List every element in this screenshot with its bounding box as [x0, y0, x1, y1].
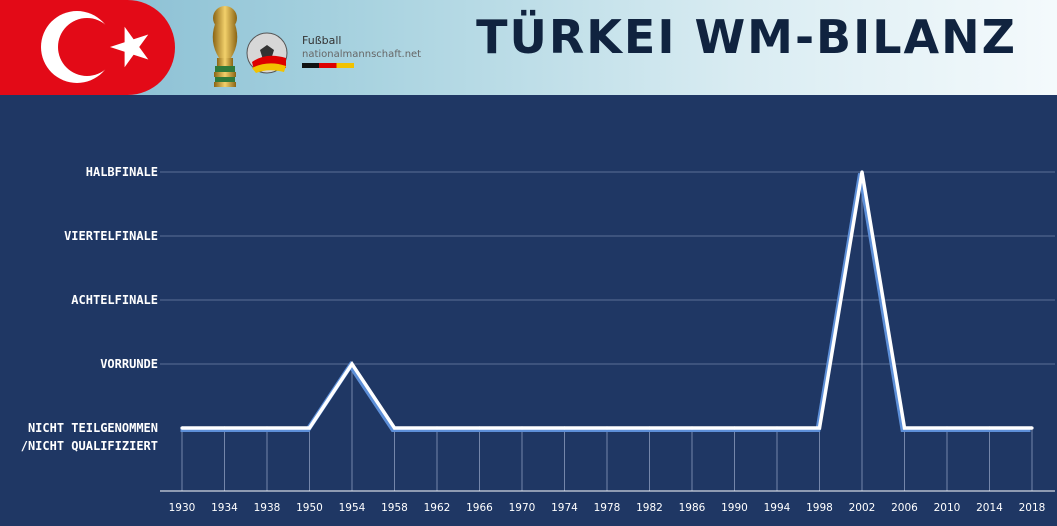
x-tick-label: 1938	[254, 502, 281, 514]
data-point	[775, 426, 779, 430]
y-axis-labels: NICHT TEILGENOMMEN/NICHT QUALIFIZIERT VOR…	[21, 165, 158, 453]
chart-grid	[160, 171, 1055, 491]
logo-title: Fußball	[302, 34, 342, 47]
data-point	[987, 426, 992, 430]
x-tick-label: 1930	[169, 502, 196, 514]
y-tick-label: NICHT TEILGENOMMEN	[28, 421, 158, 435]
y-tick-label: /NICHT QUALIFIZIERT	[21, 439, 158, 453]
site-logo[interactable]: Fußball nationalmannschaft.net	[246, 30, 436, 76]
data-point	[265, 426, 269, 430]
y-tick-label: ACHTELFINALE	[71, 293, 158, 307]
x-tick-label: 1990	[721, 502, 748, 514]
data-point	[392, 426, 397, 430]
x-tick-label: 2002	[849, 502, 876, 514]
series-line-shadow	[180, 173, 1031, 432]
data-point	[350, 362, 354, 366]
x-tick-label: 2018	[1019, 502, 1046, 514]
logo-flag-stripe	[302, 63, 354, 68]
x-tick-label: 2006	[891, 502, 918, 514]
world-cup-trophy-icon	[212, 6, 238, 87]
y-tick-label: VIERTELFINALE	[64, 229, 158, 243]
x-tick-label: 1958	[381, 502, 408, 514]
data-point	[307, 426, 312, 430]
x-tick-label: 1962	[424, 502, 451, 514]
data-point	[562, 426, 567, 430]
y-tick-label: VORRUNDE	[100, 357, 158, 371]
page-title: TÜRKEI WM-BILANZ	[476, 10, 1017, 64]
x-tick-label: 1978	[594, 502, 621, 514]
data-point	[520, 426, 524, 430]
data-point	[945, 426, 949, 430]
data-point	[902, 426, 907, 430]
data-point	[435, 426, 439, 430]
header-banner: Fußball nationalmannschaft.net TÜRKEI WM…	[0, 0, 1057, 95]
x-tick-label: 2014	[976, 502, 1003, 514]
logo-subtitle: nationalmannschaft.net	[302, 49, 422, 60]
turkey-flag-icon	[0, 0, 175, 95]
data-point	[647, 426, 652, 430]
football-logo-icon	[246, 32, 288, 74]
data-point	[860, 170, 864, 174]
data-point	[690, 426, 694, 430]
x-tick-label: 1974	[551, 502, 578, 514]
data-point	[732, 426, 737, 430]
x-tick-label: 1982	[636, 502, 663, 514]
data-point	[222, 426, 227, 430]
data-point	[180, 426, 184, 430]
x-tick-label: 1954	[339, 502, 366, 514]
x-tick-label: 1966	[466, 502, 493, 514]
x-tick-label: 1994	[764, 502, 791, 514]
x-tick-label: 1970	[509, 502, 536, 514]
x-tick-label: 2010	[934, 502, 961, 514]
y-tick-label: HALBFINALE	[86, 165, 158, 179]
data-point	[817, 426, 822, 430]
x-tick-label: 1934	[211, 502, 238, 514]
chart-series	[180, 170, 1034, 432]
data-point	[1030, 426, 1034, 430]
data-point	[477, 426, 482, 430]
wm-record-chart: NICHT TEILGENOMMEN/NICHT QUALIFIZIERT VOR…	[21, 165, 1055, 514]
x-axis-labels: 1930 1934 1938 1950 1954 1958 1962 1966 1970 1974…	[169, 502, 1046, 514]
x-tick-label: 1986	[679, 502, 706, 514]
x-tick-label: 1998	[806, 502, 833, 514]
data-point	[605, 426, 609, 430]
x-tick-label: 1950	[296, 502, 323, 514]
